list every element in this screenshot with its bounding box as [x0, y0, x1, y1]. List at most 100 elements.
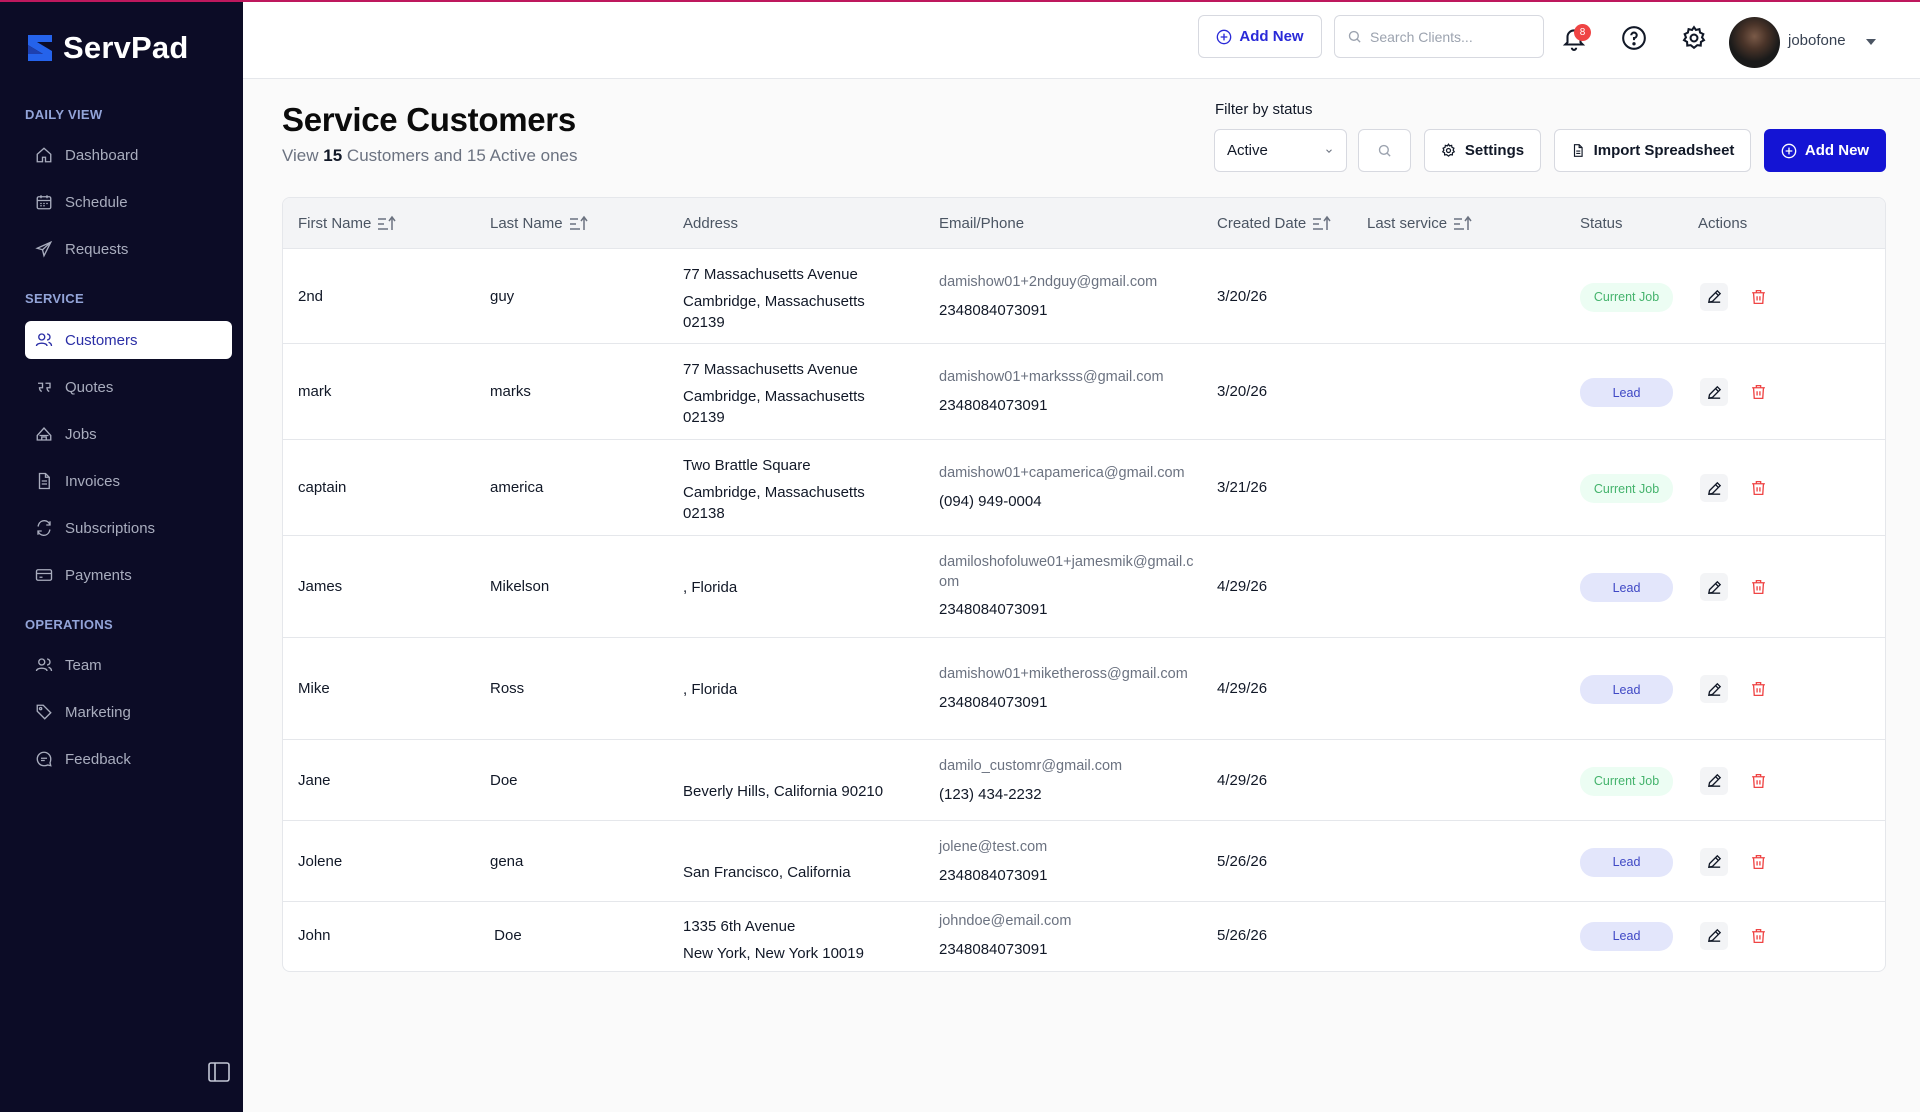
- sort-icon[interactable]: [1453, 215, 1473, 232]
- pencil-icon: [1707, 289, 1721, 304]
- table-row[interactable]: Mike Ross , Florida damishow01+miketheross@…: [283, 638, 1885, 740]
- table-row[interactable]: Jolene gena San Francisco, California jolen…: [283, 821, 1885, 902]
- address-cell: San Francisco, California: [683, 862, 851, 883]
- first-name-cell: Mike: [298, 680, 330, 697]
- sidebar-item-label: Marketing: [65, 703, 131, 721]
- address-line: Cambridge, Massachusetts: [683, 292, 865, 310]
- edit-button[interactable]: [1700, 474, 1728, 502]
- chevron-down-icon[interactable]: [1866, 39, 1876, 45]
- status-badge: Lead: [1580, 675, 1673, 704]
- sidebar-item-subscriptions[interactable]: Subscriptions: [25, 509, 232, 547]
- delete-button[interactable]: [1744, 767, 1772, 795]
- status-badge: Current Job: [1580, 282, 1673, 312]
- status-badge: Lead: [1580, 921, 1673, 951]
- delete-button[interactable]: [1744, 848, 1772, 876]
- sidebar-item-payments[interactable]: Payments: [25, 556, 232, 594]
- sidebar-item-dashboard[interactable]: Dashboard: [25, 136, 232, 174]
- home-icon: [36, 147, 52, 163]
- edit-button[interactable]: [1700, 847, 1728, 876]
- table-row[interactable]: Jane Doe Beverly Hills, California 90210 da…: [283, 740, 1885, 821]
- delete-button[interactable]: [1744, 675, 1772, 703]
- filter-search-button[interactable]: [1358, 129, 1411, 172]
- sort-icon[interactable]: [377, 215, 397, 232]
- edit-button[interactable]: [1700, 766, 1728, 795]
- sidebar-item-marketing[interactable]: Marketing: [25, 693, 232, 731]
- gear-icon[interactable]: [1681, 25, 1707, 51]
- search-input[interactable]: [1370, 28, 1530, 45]
- email-text[interactable]: damishow01+capamerica@gmail.com: [939, 465, 1185, 481]
- created-date-cell: 4/29/26: [1217, 680, 1268, 697]
- edit-button[interactable]: [1700, 573, 1728, 601]
- address-line: Beverly Hills, California 90210: [683, 782, 884, 800]
- status-filter-value: Active: [1227, 142, 1268, 159]
- sidebar-item-team[interactable]: Team: [25, 646, 232, 684]
- pencil-icon: [1707, 682, 1721, 696]
- settings-label: Settings: [1464, 142, 1525, 159]
- sort-icon[interactable]: [1312, 215, 1332, 232]
- subtitle-middle: Customers and 15 Active ones: [342, 146, 578, 165]
- tag-icon: [36, 704, 52, 720]
- edit-button[interactable]: [1700, 282, 1728, 311]
- email-text[interactable]: damiloshofoluwe01+jamesmik@gmail.com: [939, 554, 1194, 590]
- sidebar-item-label: Feedback: [65, 750, 131, 768]
- edit-button[interactable]: [1700, 921, 1728, 950]
- col-created-date[interactable]: Created Date: [1217, 215, 1332, 232]
- phone-text: (094) 949-0004: [939, 493, 1042, 510]
- delete-button[interactable]: [1744, 474, 1772, 502]
- section-label-operations: OPERATIONS: [25, 617, 113, 632]
- avatar[interactable]: [1729, 17, 1780, 68]
- edit-button[interactable]: [1700, 675, 1728, 703]
- delete-button[interactable]: [1744, 922, 1772, 950]
- sidebar-item-jobs[interactable]: Jobs: [25, 415, 232, 453]
- settings-button[interactable]: Settings: [1424, 129, 1541, 172]
- col-address: Address: [683, 215, 738, 232]
- sidebar-toggle-icon[interactable]: [208, 1062, 230, 1082]
- status-filter-select[interactable]: Active: [1214, 129, 1347, 172]
- delete-button[interactable]: [1744, 573, 1772, 601]
- customer-count: 15: [323, 146, 343, 165]
- table-row[interactable]: captain america Two Brattle Square Cambridg…: [283, 440, 1885, 536]
- add-new-button[interactable]: Add New: [1764, 129, 1886, 172]
- username[interactable]: jobofone: [1788, 32, 1846, 49]
- email-text[interactable]: damishow01+miketheross@gmail.com: [939, 666, 1188, 682]
- search-icon: [1378, 144, 1391, 157]
- edit-button[interactable]: [1700, 378, 1728, 406]
- col-last-name[interactable]: Last Name: [490, 215, 589, 232]
- import-spreadsheet-button[interactable]: Import Spreadsheet: [1554, 129, 1751, 172]
- col-last-service[interactable]: Last service: [1367, 215, 1473, 232]
- delete-button[interactable]: [1744, 378, 1772, 406]
- brand[interactable]: ServPad: [25, 30, 188, 66]
- address-line: Cambridge, Massachusetts: [683, 484, 865, 501]
- top-add-new-button[interactable]: Add New: [1198, 15, 1322, 58]
- address-line: 77 Massachusetts Avenue: [683, 361, 858, 378]
- table-row[interactable]: 2nd guy 77 Massachusetts Avenue Cambridge, …: [283, 249, 1885, 344]
- email-text[interactable]: damishow01+marksss@gmail.com: [939, 369, 1164, 385]
- spreadsheet-icon: [1573, 144, 1583, 157]
- last-name-cell: america: [490, 479, 544, 496]
- email-text[interactable]: damishow01+2ndguy@gmail.com: [939, 273, 1158, 290]
- col-first-name[interactable]: First Name: [298, 215, 397, 232]
- sort-icon[interactable]: [569, 215, 589, 232]
- sidebar-item-requests[interactable]: Requests: [25, 230, 232, 268]
- sidebar-item-feedback[interactable]: Feedback: [25, 740, 232, 778]
- help-icon[interactable]: [1621, 25, 1647, 51]
- address-line: San Francisco, California: [683, 863, 851, 881]
- table-row[interactable]: John Doe 1335 6th Avenue New York, New Yor…: [283, 902, 1885, 969]
- email-text[interactable]: johndoe@email.com: [939, 912, 1072, 929]
- last-name-cell: guy: [490, 287, 515, 305]
- delete-button[interactable]: [1744, 283, 1772, 311]
- sidebar-item-schedule[interactable]: Schedule: [25, 183, 232, 221]
- table-row[interactable]: mark marks 77 Massachusetts Avenue Cambridg…: [283, 344, 1885, 440]
- sidebar-item-invoices[interactable]: Invoices: [25, 462, 232, 500]
- email-text[interactable]: jolene@test.com: [939, 838, 1048, 855]
- status-badge: Lead: [1580, 378, 1673, 407]
- created-date-cell: 3/21/26: [1217, 479, 1268, 496]
- card-icon: [35, 569, 53, 581]
- client-search[interactable]: [1334, 15, 1544, 58]
- table-row[interactable]: James Mikelson , Florida damiloshofoluwe01+…: [283, 536, 1885, 638]
- email-text[interactable]: damilo_customr@gmail.com: [939, 757, 1123, 774]
- status-badge: Current Job: [1580, 474, 1673, 503]
- section-label-service: SERVICE: [25, 291, 84, 306]
- sidebar-item-quotes[interactable]: Quotes: [25, 368, 232, 406]
- sidebar-item-customers[interactable]: Customers: [25, 321, 232, 359]
